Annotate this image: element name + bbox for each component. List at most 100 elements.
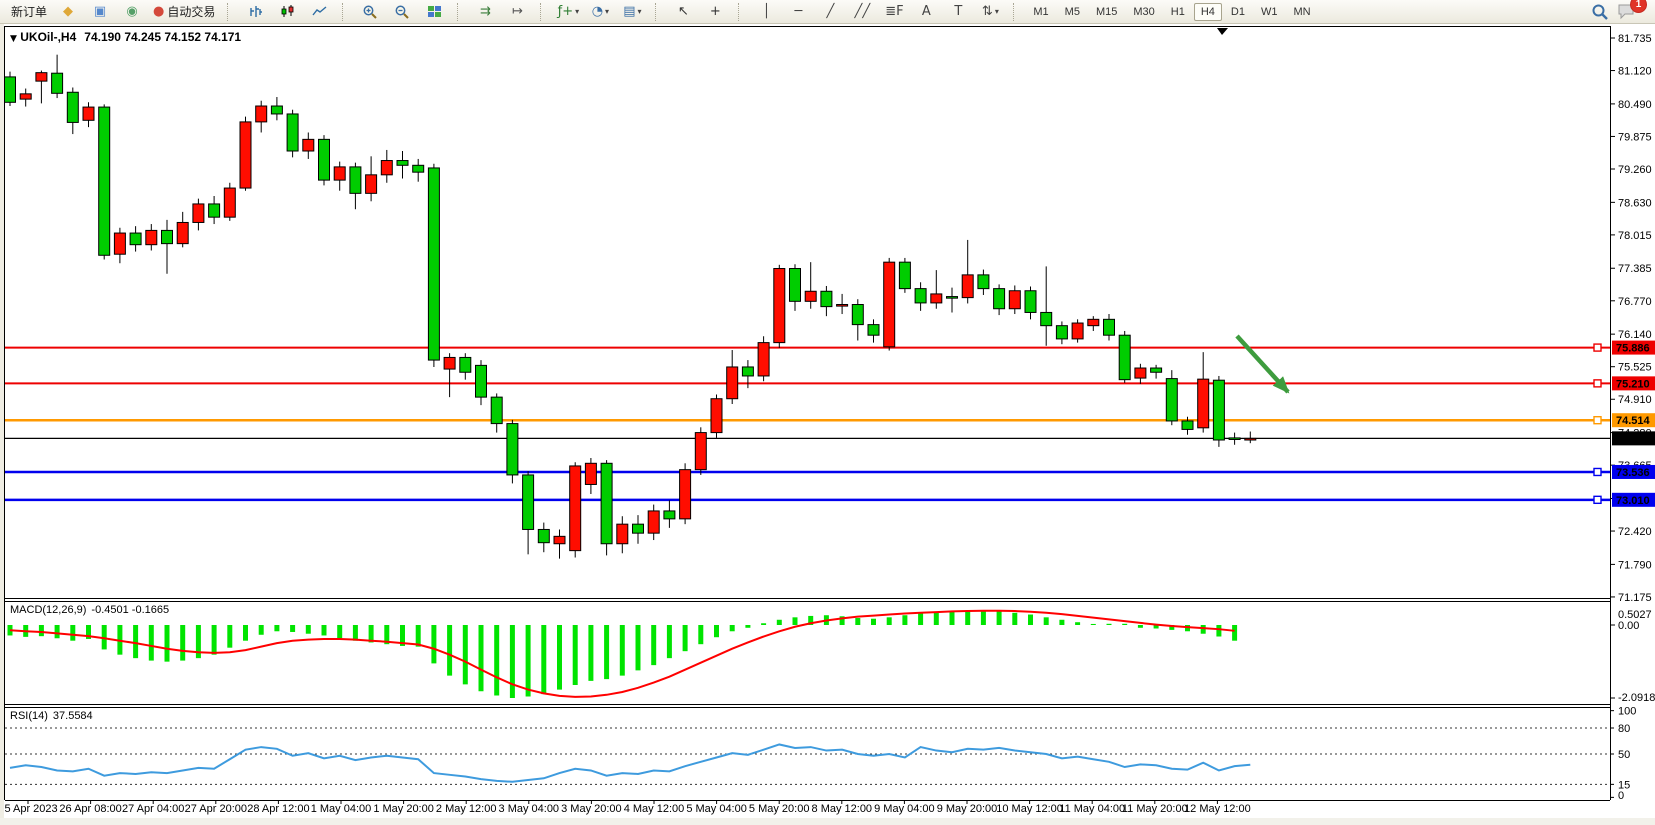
level-line-handle[interactable] xyxy=(1593,379,1602,388)
time-tick-label: 27 Apr 04:00 xyxy=(122,803,184,815)
timeframe-h4[interactable]: H4 xyxy=(1193,2,1222,21)
candle-body xyxy=(836,304,849,307)
macd-values: -0.4501 -0.1665 xyxy=(91,604,170,616)
timeframe-m15[interactable]: M15 xyxy=(1095,5,1118,18)
time-tick-label: 12 May 12:00 xyxy=(1184,803,1251,815)
timeframe-d1[interactable]: D1 xyxy=(1230,5,1245,18)
candle-body xyxy=(1228,437,1241,440)
trend-arrow[interactable] xyxy=(1235,334,1290,394)
candle-body xyxy=(1071,322,1084,340)
candle-body xyxy=(19,93,32,100)
dropdown-caret: ▾ xyxy=(575,7,580,16)
equidistant-channel-icon[interactable]: ╱╱ xyxy=(854,4,871,19)
candle-body xyxy=(255,105,268,123)
auto-scroll-icon[interactable]: ⇉ xyxy=(479,4,491,19)
toolbar-separator xyxy=(540,2,547,21)
time-tick-label: 1 May 20:00 xyxy=(373,803,434,815)
time-tick-label: 5 May 04:00 xyxy=(686,803,747,815)
level-line-handle[interactable] xyxy=(1593,416,1602,425)
text-icon[interactable]: A xyxy=(921,4,931,19)
timeframe-m30[interactable]: M30 xyxy=(1133,5,1155,18)
candle-body xyxy=(318,138,330,181)
timeframe-mn[interactable]: MN xyxy=(1293,5,1311,18)
macd-axis-max: 0.5027 xyxy=(1618,609,1652,621)
zoom-in-icon[interactable] xyxy=(355,1,385,23)
price-labels: 75.886 75.210 74.514 73.536 73.010 74.171 xyxy=(1612,340,1655,507)
candle-body xyxy=(365,174,378,194)
rsi-axis-label: 80 xyxy=(1618,723,1630,735)
toolbar-separator xyxy=(655,2,662,21)
svg-text:74.171: 74.171 xyxy=(1616,433,1650,445)
time-tick-label: 25 Apr 2023 xyxy=(0,803,58,815)
chart-symbol: UKOil-,H4 xyxy=(20,30,77,44)
svg-text:73.010: 73.010 xyxy=(1616,495,1650,507)
candle-body xyxy=(82,106,95,121)
rsi-indicator-label: RSI(14) 37.5584 xyxy=(10,710,93,722)
candle-body xyxy=(113,232,126,255)
candle-body xyxy=(804,290,817,302)
rsi-value: 37.5584 xyxy=(52,710,93,722)
notifications-icon[interactable]: 1 xyxy=(1617,0,1647,20)
window-left-border xyxy=(0,24,4,818)
candle-body xyxy=(35,72,48,82)
time-tick-label: 10 May 12:00 xyxy=(996,803,1063,815)
candle-body xyxy=(443,356,456,370)
level-line-handle[interactable] xyxy=(1593,343,1602,352)
tile-windows-icon[interactable] xyxy=(419,1,449,23)
signal-icon[interactable]: ◉ xyxy=(126,4,138,19)
rsi-axis-label: 0 xyxy=(1618,790,1624,802)
search-icon[interactable] xyxy=(1585,1,1615,23)
candle-body xyxy=(302,138,315,152)
time-tick-label: 9 May 04:00 xyxy=(874,803,935,815)
horizontal-line-icon[interactable]: ─ xyxy=(794,4,803,19)
new-order-button[interactable]: 新订单 xyxy=(11,5,48,19)
timeframe-m1[interactable]: M1 xyxy=(1033,5,1049,18)
trendline-icon[interactable]: ╱ xyxy=(826,4,835,19)
candle-body xyxy=(145,229,158,246)
candle-body xyxy=(161,229,173,245)
candle-body xyxy=(930,293,943,304)
candle-body xyxy=(239,121,252,189)
candle-body xyxy=(192,203,205,223)
candle-body xyxy=(333,166,346,181)
timeframe-h1[interactable]: H1 xyxy=(1170,5,1185,18)
line-chart-icon[interactable] xyxy=(304,1,334,23)
vertical-line-icon[interactable]: │ xyxy=(762,4,771,19)
autotrading-button[interactable]: ● 自动交易 xyxy=(153,4,216,19)
fibonacci-icon[interactable]: ≣F xyxy=(885,4,904,19)
bar-chart-icon[interactable] xyxy=(240,1,270,23)
cursor-icon[interactable]: ↖ xyxy=(677,4,689,19)
dropdown-caret: ▾ xyxy=(605,7,610,16)
dropdown-caret: ▾ xyxy=(994,7,999,16)
toolbar-separator xyxy=(738,2,745,21)
zoom-out-icon[interactable] xyxy=(387,1,417,23)
timeframe-w1[interactable]: W1 xyxy=(1260,5,1278,18)
terminal-icon[interactable]: ▣ xyxy=(93,4,107,19)
chart-title: ▼ UKOil-,H4 74.190 74.245 74.152 74.171 xyxy=(10,30,241,44)
periods-icon[interactable]: ◔ ▾ xyxy=(591,4,610,19)
notification-badge: 1 xyxy=(1630,0,1647,14)
price-tick-label: 71.175 xyxy=(1618,592,1652,604)
candlestick-chart-icon[interactable] xyxy=(272,1,302,23)
text-label-icon[interactable]: T xyxy=(954,4,963,19)
chart-shift-icon[interactable]: ↦ xyxy=(511,4,523,19)
toolbar: 新订单 ◆ ▣ ◉ ● 自动交易 ⇉ ↦ ƒ+ ▾ ◔ ▾ ▤ ▾ ↖ + │ ─ ╱ ╱╱ ≣F A T ⇅ ▾ M1 M5 M15… xyxy=(0,0,1655,24)
timeframe-m5[interactable]: M5 xyxy=(1064,5,1080,18)
chart-shift-marker[interactable] xyxy=(1217,28,1228,35)
candle-body xyxy=(1118,334,1131,381)
level-line-handle[interactable] xyxy=(1593,495,1602,505)
candle-body xyxy=(380,160,393,176)
candle-body xyxy=(4,76,16,103)
indicators-icon[interactable]: ƒ+ ▾ xyxy=(557,4,580,19)
toolbar-separator xyxy=(457,2,464,21)
level-line-handle[interactable] xyxy=(1593,467,1602,477)
candle-body xyxy=(475,364,487,398)
order-ticket-icon[interactable]: ◆ xyxy=(63,4,74,19)
crosshair-icon[interactable]: + xyxy=(709,4,721,19)
price-tick-label: 76.770 xyxy=(1618,296,1652,308)
chart-menu-caret[interactable]: ▼ xyxy=(10,34,17,44)
templates-icon[interactable]: ▤ ▾ xyxy=(623,4,642,19)
level-lines xyxy=(5,343,1610,505)
arrow-tools-icon[interactable]: ⇅ ▾ xyxy=(981,4,999,19)
